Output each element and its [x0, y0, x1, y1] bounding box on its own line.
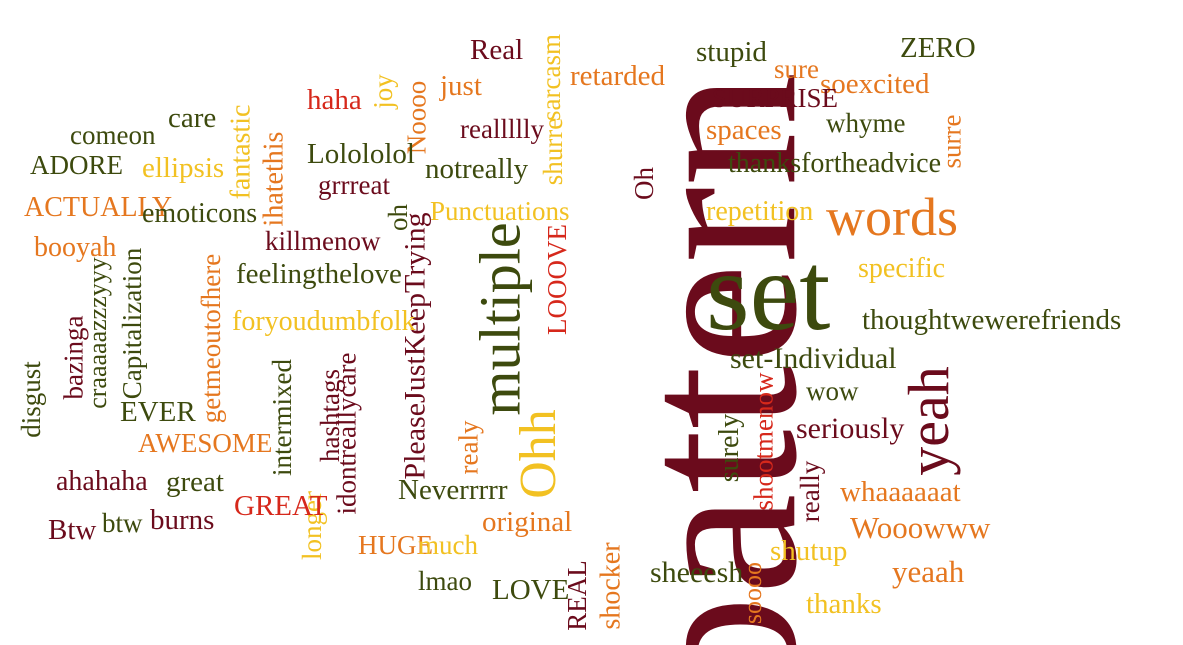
word-notreally: notreally	[425, 153, 529, 185]
word-disgust: disgust	[15, 361, 46, 438]
word-shurre: shurre	[538, 117, 569, 186]
word-neverrrrr: Neverrrrr	[398, 474, 508, 506]
word-feelingthelove: feelingthelove	[236, 258, 402, 290]
word-retarded: retarded	[570, 60, 665, 92]
word-surre: surre	[936, 114, 967, 169]
word-whyme: whyme	[826, 108, 906, 138]
word-surely: surely	[714, 413, 746, 483]
word-shocker: shocker	[595, 542, 627, 630]
word-sure: sure	[774, 54, 819, 84]
word-specific: specific	[858, 253, 946, 284]
word-grrreat: grrreat	[318, 170, 390, 200]
word-actually: ACTUALLY	[24, 192, 173, 223]
word-realy: realy	[453, 420, 484, 475]
word-soexcited: soexcited	[820, 68, 930, 100]
word-lolololol: Lolololol	[307, 138, 415, 170]
word-wooowww: Wooowww	[850, 510, 991, 545]
word-huge: HUGE	[358, 530, 433, 560]
word-ever: EVER	[120, 396, 196, 428]
word-thanks: thanks	[806, 588, 882, 620]
word-care: care	[168, 102, 217, 134]
word-emoticons: emoticons	[142, 198, 258, 229]
word-lmao: lmao	[418, 566, 472, 596]
word-zero: ZERO	[900, 32, 976, 64]
word-capitalization: Capitalization	[117, 247, 148, 400]
word-repetition: repetition	[706, 196, 814, 227]
word-shootmenow: shootmenow	[748, 372, 779, 511]
word-set-individual: set-Individual	[730, 342, 897, 375]
word-booyah: booyah	[34, 232, 117, 263]
word-foryoudumbfolk: foryoudumbfolk	[232, 306, 416, 337]
word-btw: btw	[102, 508, 143, 538]
word-thoughtwewerefriends: thoughtwewerefriends	[862, 304, 1122, 336]
word-multiple: multiple	[467, 222, 533, 416]
word-set: set	[706, 230, 831, 354]
word-adore: ADORE	[30, 150, 123, 180]
word-burns: burns	[150, 504, 215, 536]
word-real: Real	[470, 34, 524, 66]
word-oh: oh	[383, 204, 413, 231]
word-punctuations: Punctuations	[430, 196, 570, 226]
word-awesome: AWESOME	[138, 428, 273, 458]
word-stupid: stupid	[696, 36, 767, 68]
word-just: just	[440, 70, 482, 102]
word-intermixed: intermixed	[266, 359, 297, 476]
word-sheeesh: sheeesh	[650, 556, 744, 589]
word-whaaaaaat: whaaaaaat	[840, 476, 961, 508]
word-looove: LOOOVE	[541, 224, 572, 335]
word-words: words	[826, 187, 958, 247]
word-reallllly: reallllly	[460, 114, 544, 144]
word-yeah: yeah	[895, 366, 961, 476]
word-idontreallycare: idontreallycare	[331, 352, 362, 515]
word-btw-cap: Btw	[48, 514, 97, 546]
word-craaaaazzzyyy: craaaaazzzyyy	[82, 257, 112, 409]
word-love-caps: LOVE	[492, 574, 570, 606]
word-much: much	[418, 530, 478, 560]
word-seriously: seriously	[796, 412, 905, 445]
word-yeaah: yeaah	[892, 554, 965, 589]
word-ellipsis: ellipsis	[142, 152, 225, 184]
word-ihatethis: ihatethis	[258, 131, 290, 227]
word-fantastic: fantastic	[225, 104, 257, 200]
word-really: really	[795, 460, 826, 523]
word-oh-cap: Oh	[629, 167, 659, 200]
word-killmenow: killmenow	[265, 226, 381, 256]
word-original: original	[482, 506, 573, 538]
word-wow: wow	[806, 376, 859, 406]
word-haha: haha	[307, 84, 362, 116]
word-comeon: comeon	[70, 120, 156, 150]
word-great: great	[166, 466, 224, 498]
word-shutup: shutup	[770, 535, 848, 567]
word-surprise: SURPRISE	[712, 83, 839, 113]
word-getmeoutofhere: getmeoutofhere	[196, 253, 227, 424]
word-great-caps: GREAT	[234, 490, 328, 522]
word-ahahaha: ahahaha	[56, 466, 148, 497]
word-thanksfortheadvice: thanksfortheadvice	[728, 148, 942, 179]
word-spaces: spaces	[706, 114, 782, 146]
word-ohh: Ohh	[509, 409, 567, 499]
word-soooo: soooo	[738, 561, 768, 625]
word-pleasejustkeeptrying: PleaseJustKeepTrying	[398, 212, 432, 480]
word-sarcasm: sarcasm	[535, 34, 566, 121]
word-joy: joy	[367, 74, 398, 109]
